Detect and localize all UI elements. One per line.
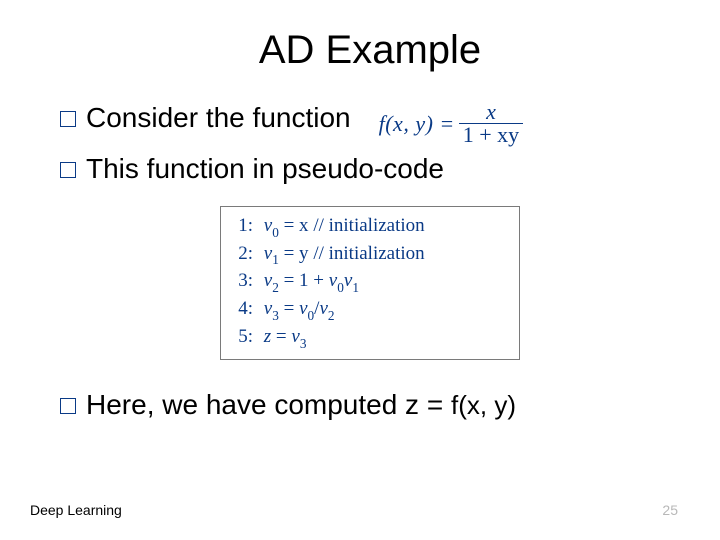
formula-fraction: x 1 + xy [459,101,523,146]
slide: AD Example Consider the function f(x, y)… [0,0,720,540]
bullet-list: Consider the function f(x, y) = x 1 + xy… [60,99,680,188]
bullet-3-func: f(x, y) [451,390,516,420]
bullet-marker-icon [60,111,76,127]
bullet-list-bottom: Here, we have computed z = f(x, y) [60,386,680,424]
code-line-4: 4: v3 = v0/v2 [231,296,509,324]
code-line-3: 3: v2 = 1 + v0v1 [231,268,509,296]
bullet-item-2: This function in pseudo-code [60,150,680,188]
bullet-2-text: This function in pseudo-code [86,150,444,188]
code-line-5: 5: z = v3 [231,324,509,352]
page-number: 25 [662,502,678,518]
slide-title: AD Example [60,28,680,73]
bullet-marker-icon [60,162,76,178]
code-line-2: 2: v1 = y // initialization [231,241,509,269]
bullet-3-text: Here, we have computed z = f(x, y) [86,386,516,424]
bullet-marker-icon [60,398,76,414]
bullet-item-3: Here, we have computed z = f(x, y) [60,386,680,424]
formula-inline: f(x, y) = x 1 + xy [379,101,524,146]
footer-left: Deep Learning [30,502,122,518]
bullet-item-1: Consider the function f(x, y) = x 1 + xy [60,99,680,144]
bullet-1-text: Consider the function [86,99,351,137]
formula-lhs: f(x, y) = [379,109,455,139]
formula-numerator: x [482,101,500,123]
code-line-1: 1: v0 = x // initialization [231,213,509,241]
formula-denominator: 1 + xy [459,124,523,146]
pseudocode-box: 1: v0 = x // initialization 2: v1 = y //… [220,206,520,361]
